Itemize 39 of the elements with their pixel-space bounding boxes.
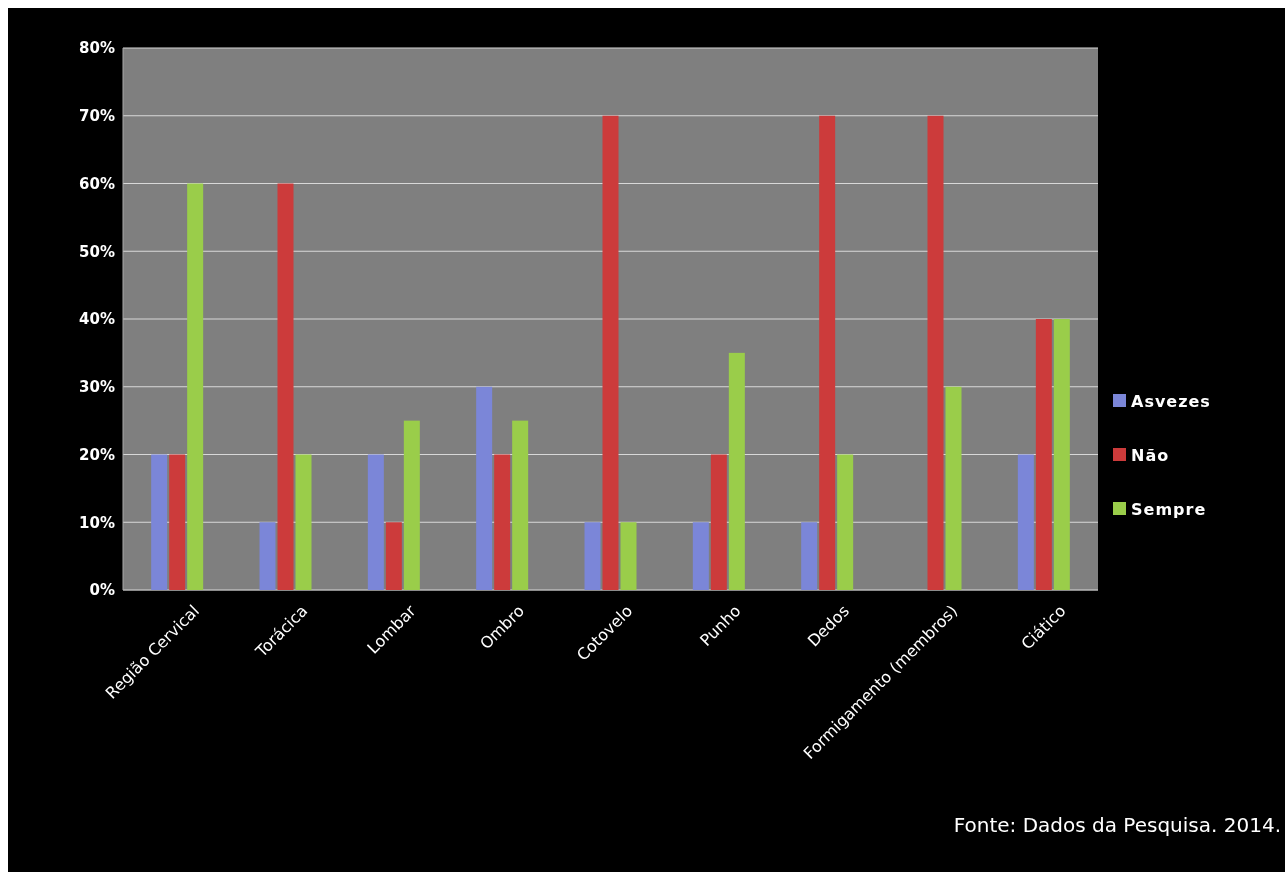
bar [494,454,511,590]
bar [945,386,962,590]
bar [692,522,709,590]
bar [151,454,168,590]
y-tick-label: 60% [79,174,115,193]
bar [1053,319,1070,590]
bar [728,352,745,590]
bar [476,386,493,590]
bar [259,522,276,590]
bar [512,420,529,590]
y-tick-label: 80% [79,39,115,58]
y-tick-label: 30% [79,378,115,396]
bar [367,454,384,590]
bar [295,454,312,590]
bar [927,115,944,590]
y-tick-label: 0% [89,581,115,600]
bar [1017,454,1034,590]
legend-label: Asvezes [1131,391,1211,411]
y-tick-label: 70% [79,107,115,125]
y-tick-label: 50% [79,242,115,261]
bar [403,420,420,590]
bar [801,522,818,590]
bar [1035,319,1052,590]
y-tick-label: 40% [79,310,115,329]
bar [710,454,727,590]
bar [277,183,294,590]
bar [602,115,619,590]
legend-label: Sempre [1131,499,1207,519]
legend-label: Não [1131,445,1170,465]
bar [169,454,186,590]
y-tick-label: 20% [79,445,115,464]
bar [385,522,402,590]
y-tick-label: 10% [79,513,115,532]
bar [620,522,637,590]
bar [584,522,601,590]
bar [187,183,204,590]
source-note: Fonte: Dados da Pesquisa. 2014. [953,813,1281,837]
bar [837,454,854,590]
bar [819,115,836,590]
